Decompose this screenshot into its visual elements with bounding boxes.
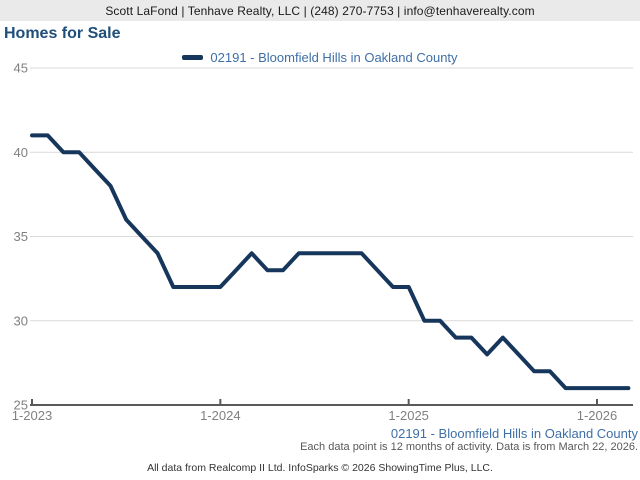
y-axis-label: 45 xyxy=(14,61,28,76)
y-axis-label: 40 xyxy=(14,145,28,160)
y-axis-label: 25 xyxy=(14,398,28,413)
contact-line: Scott LaFond | Tenhave Realty, LLC | (24… xyxy=(105,3,535,18)
attribution: All data from Realcomp II Ltd. InfoSpark… xyxy=(147,462,493,474)
series-line xyxy=(30,133,631,391)
legend-label: 02191 - Bloomfield Hills in Oakland Coun… xyxy=(210,49,458,65)
y-axis-label: 35 xyxy=(14,229,28,244)
header-bar: Scott LaFond | Tenhave Realty, LLC | (24… xyxy=(0,0,640,21)
legend-swatch xyxy=(182,54,204,60)
x-tick-label: 1-2025 xyxy=(388,408,428,423)
legend: 02191 - Bloomfield Hills in Oakland Coun… xyxy=(0,49,640,65)
data-note: Each data point is 12 months of activity… xyxy=(300,441,638,453)
x-tick-label: 1-2024 xyxy=(200,408,240,423)
x-tick-label: 1-2026 xyxy=(577,408,617,423)
y-axis-label: 30 xyxy=(14,313,28,328)
series-caption: 02191 - Bloomfield Hills in Oakland Coun… xyxy=(390,426,638,441)
x-tick-label: 1-2023 xyxy=(12,408,52,423)
page-title: Homes for Sale xyxy=(4,25,121,42)
